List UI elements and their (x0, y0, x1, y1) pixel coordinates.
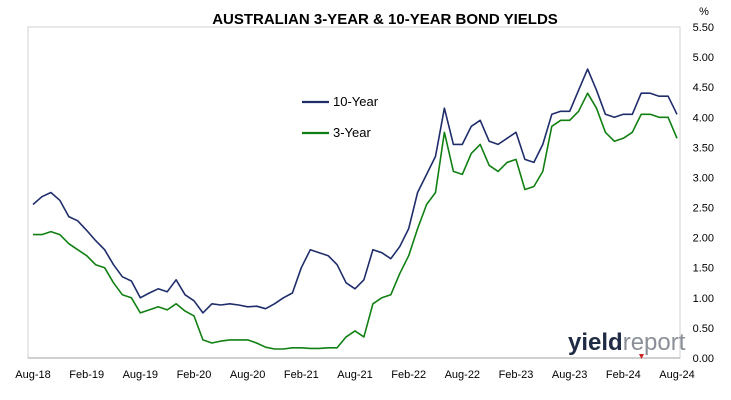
x-tick-label: Aug-22 (445, 369, 480, 381)
y-tick-label: 5.00 (693, 52, 714, 64)
y-tick-label: 1.50 (693, 263, 714, 275)
y-tick-label: 2.50 (693, 203, 714, 215)
series-line-10-year (32, 68, 678, 314)
legend: 10-Year 3-Year (302, 94, 379, 140)
y-tick-label: 5.50 (693, 22, 714, 34)
x-tick-label: Feb-24 (606, 369, 641, 381)
x-tick-label: Aug-24 (659, 369, 694, 381)
watermark-part2: report (623, 329, 686, 356)
x-tick-label: Feb-23 (499, 369, 534, 381)
svg-text:yieldreport: yieldreport (568, 329, 686, 356)
x-tick-label: Feb-21 (284, 369, 319, 381)
x-tick-label: Feb-19 (69, 369, 104, 381)
legend-item-3-year: 3-Year (302, 125, 371, 140)
y-tick-label: 2.00 (693, 233, 714, 245)
chart-title: AUSTRALIAN 3-YEAR & 10-YEAR BOND YIELDS (212, 11, 558, 28)
x-axis-ticks: Aug-18 Feb-19 Aug-19 Feb-20 Aug-20 Feb-21 Aug-… (15, 369, 694, 381)
y-tick-label: 0.50 (693, 323, 714, 335)
x-tick-label: Aug-19 (123, 369, 158, 381)
watermark-accent-icon (639, 354, 644, 359)
legend-item-10-year: 10-Year (302, 94, 379, 109)
y-tick-label: 3.50 (693, 142, 714, 154)
x-tick-label: Aug-20 (230, 369, 265, 381)
y-tick-label: 0.00 (693, 353, 714, 365)
x-tick-label: Aug-18 (15, 369, 50, 381)
series-line-3-year (33, 92, 678, 350)
y-tick-label: 3.00 (693, 172, 714, 184)
x-tick-label: Feb-20 (177, 369, 212, 381)
watermark-part1: yield (568, 329, 623, 356)
x-tick-label: Aug-21 (337, 369, 372, 381)
y-tick-label: 1.00 (693, 293, 714, 305)
x-tick-label: Aug-23 (552, 369, 587, 381)
y-tick-label: 4.00 (693, 112, 714, 124)
yieldreport-watermark: yieldreport (568, 329, 686, 359)
y-axis-unit: % (699, 6, 709, 18)
legend-label-10-year: 10-Year (333, 94, 379, 109)
series-lines (32, 68, 678, 350)
legend-label-3-year: 3-Year (333, 125, 371, 140)
y-axis-ticks: 0.00 0.50 1.00 1.50 2.00 2.50 3.00 3.50 4.00 4.50… (693, 22, 714, 365)
x-tick-label: Feb-22 (391, 369, 426, 381)
y-tick-label: 4.50 (693, 82, 714, 94)
